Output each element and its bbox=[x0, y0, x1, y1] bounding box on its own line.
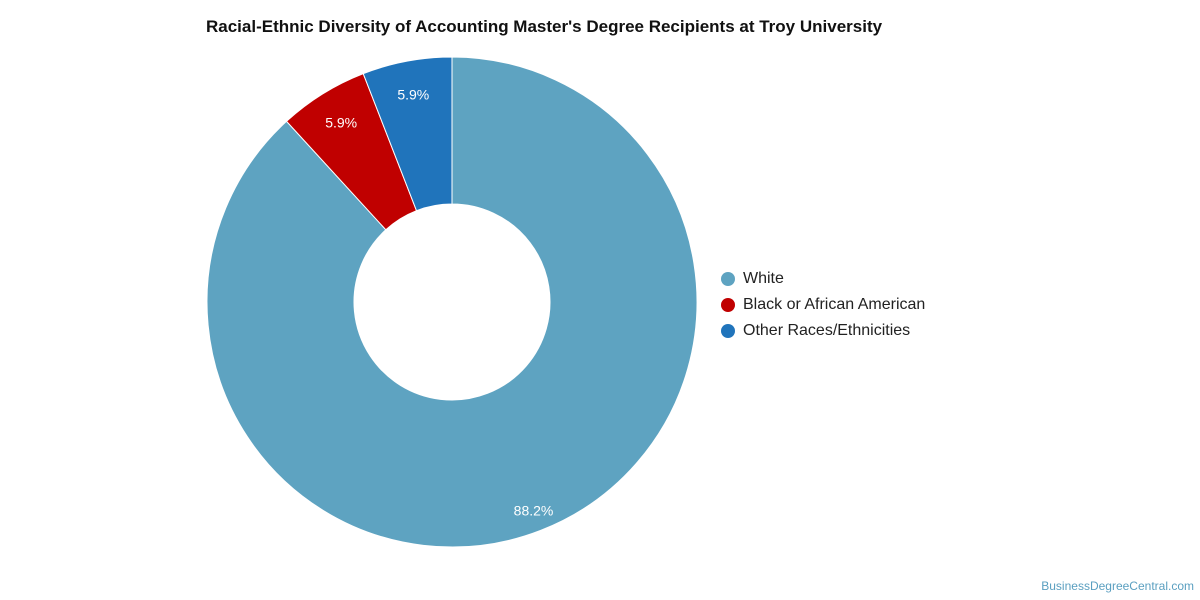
slice-labels-group: 88.2% 5.9% 5.9% bbox=[325, 86, 553, 518]
slice-white[interactable] bbox=[206, 56, 698, 548]
source-watermark[interactable]: BusinessDegreeCentral.com bbox=[1041, 579, 1194, 593]
legend-swatch-other-races-ethnicities bbox=[721, 324, 735, 338]
legend: White Black or African American Other Race… bbox=[721, 266, 925, 344]
legend-label-other-races-ethnicities: Other Races/Ethnicities bbox=[743, 322, 911, 339]
slice-label-black-or-african-american: 5.9% bbox=[325, 114, 357, 130]
chart-title: Racial-Ethnic Diversity of Accounting Ma… bbox=[206, 17, 883, 36]
slices-group bbox=[206, 56, 698, 548]
legend-swatch-white bbox=[721, 272, 735, 286]
legend-label-black-or-african-american: Black or African American bbox=[743, 296, 926, 313]
slice-other-races-ethnicities[interactable] bbox=[362, 56, 453, 212]
legend-swatch-black-or-african-american bbox=[721, 298, 735, 312]
slice-label-white: 88.2% bbox=[514, 502, 554, 518]
legend-item-white[interactable]: White bbox=[721, 266, 925, 292]
slice-label-other-races-ethnicities: 5.9% bbox=[397, 86, 429, 102]
legend-item-other-races-ethnicities[interactable]: Other Races/Ethnicities bbox=[721, 318, 925, 344]
legend-label-white: White bbox=[743, 270, 784, 287]
legend-item-black-or-african-american[interactable]: Black or African American bbox=[721, 292, 925, 318]
